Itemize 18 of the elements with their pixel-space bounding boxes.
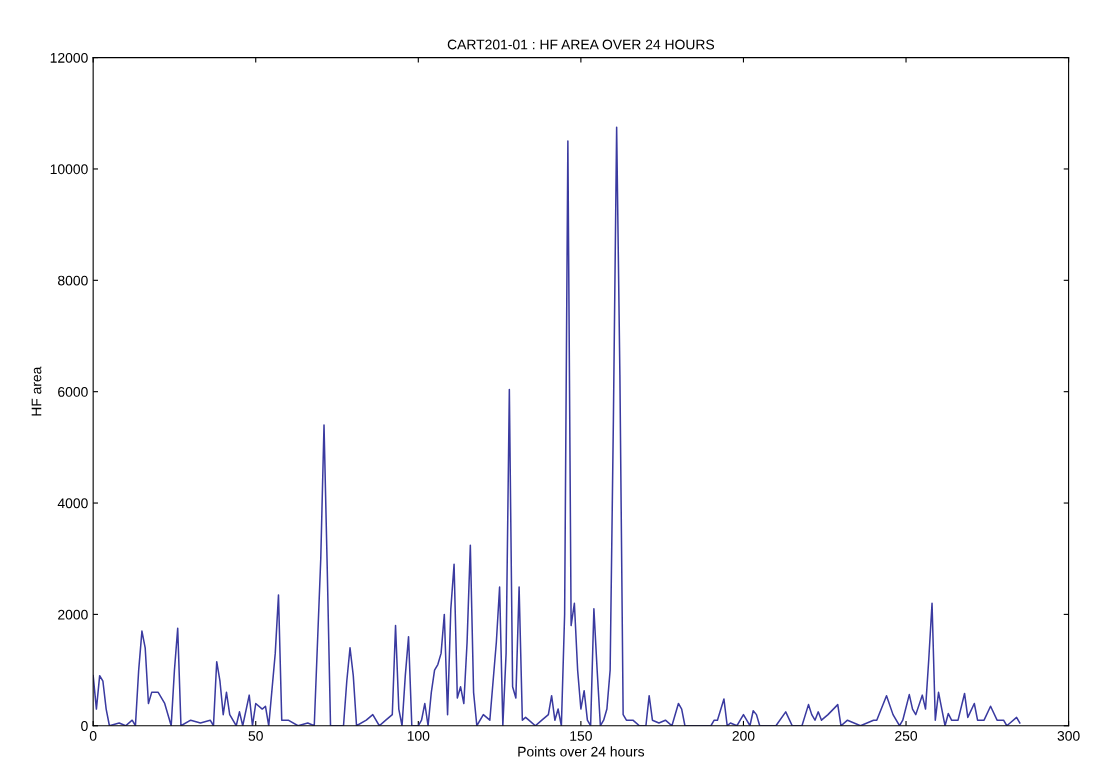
x-tick-label: 300 [1057, 730, 1080, 741]
y-tick-label: 0 [81, 721, 88, 731]
x-tick-label: 0 [89, 730, 97, 741]
x-tick-label: 150 [570, 730, 592, 741]
y-tick-label: 6000 [58, 387, 88, 397]
y-tick-label: 12000 [50, 52, 88, 63]
x-tick-label: 250 [895, 730, 918, 741]
x-tick-label: 100 [407, 730, 430, 741]
y-tick-label: 10000 [50, 164, 88, 175]
x-tick-label: 200 [732, 730, 755, 741]
y-tick-label: 4000 [57, 498, 88, 509]
x-tick-label: 50 [248, 730, 263, 741]
x-axis-title: Points over 24 hours [518, 746, 645, 757]
line-series [93, 126, 1021, 726]
y-axis-title: HF area [31, 366, 42, 416]
y-tick-label: 2000 [58, 609, 88, 620]
y-tick-label: 8000 [58, 275, 88, 286]
chart-title: CART201-01 : HF AREA OVER 24 HOURS [447, 39, 715, 50]
